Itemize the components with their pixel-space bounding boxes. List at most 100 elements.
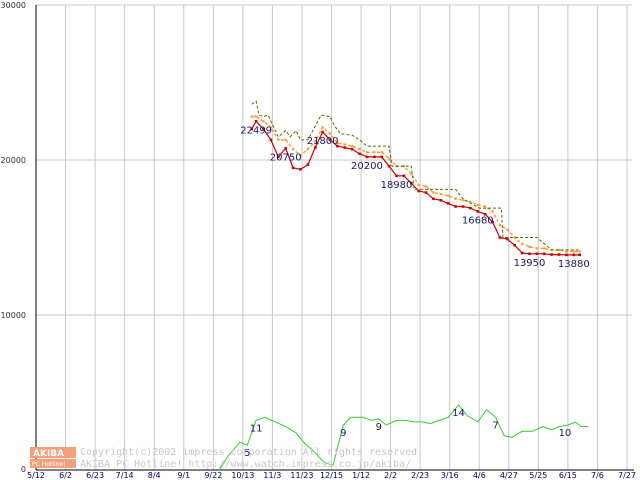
series-point <box>491 220 494 224</box>
series-point <box>250 115 253 118</box>
x-tick-label: 4/27 <box>500 471 518 480</box>
series-point <box>410 172 413 176</box>
x-tick-label: 7/27 <box>618 471 636 480</box>
x-tick-label: 12/15 <box>320 471 343 480</box>
y-tick-label: 0 <box>21 465 26 474</box>
series-point <box>388 157 391 160</box>
series-point <box>439 199 443 202</box>
series-point <box>299 168 302 171</box>
x-tick-label: 8/4 <box>148 471 161 480</box>
series-point <box>314 140 317 143</box>
series-point <box>535 252 539 256</box>
logo-box-bottom <box>30 459 76 468</box>
series-point <box>254 119 258 123</box>
watermark: AKIBA PC Hotline! Copyright(c)2002 impre… <box>30 447 423 470</box>
series-point <box>461 199 465 202</box>
series-point <box>565 250 568 253</box>
series-point <box>506 237 509 241</box>
series-point <box>578 250 581 253</box>
count-label: 11 <box>250 423 263 434</box>
series-point <box>365 151 369 154</box>
series-point <box>469 200 472 203</box>
series-point <box>557 248 561 251</box>
price-label: 16680 <box>462 215 494 226</box>
series-line-avg-price <box>251 115 580 253</box>
y-tick-label: 10000 <box>1 311 26 320</box>
y-tick-label: 30000 <box>1 1 26 10</box>
series-point <box>543 247 546 250</box>
series-point <box>424 185 428 188</box>
series-point <box>483 212 487 216</box>
series-point <box>336 144 339 148</box>
series-point <box>328 132 332 135</box>
series-group <box>218 100 589 471</box>
series-point <box>469 206 472 210</box>
series-point <box>513 243 517 247</box>
series-point <box>432 191 435 194</box>
series-point <box>299 154 302 157</box>
x-tick-label: 6/2 <box>59 471 72 480</box>
price-label: 13880 <box>558 259 590 270</box>
series-point <box>328 138 332 142</box>
series-point <box>358 152 361 156</box>
x-tick-label: 5/12 <box>27 471 45 480</box>
series-point <box>306 148 309 151</box>
series-point <box>373 155 376 159</box>
x-tick-label: 7/6 <box>591 471 604 480</box>
x-tick-label: 3/16 <box>441 471 459 480</box>
series-point <box>446 202 450 205</box>
series-point <box>572 250 575 253</box>
series-point <box>277 155 280 159</box>
series-point <box>572 253 576 257</box>
x-tick-label: 9/1 <box>177 471 190 480</box>
series-point <box>520 242 524 245</box>
y-tick-label: 20000 <box>1 156 26 165</box>
series-line-shop-count <box>218 404 589 471</box>
series-line-max-price <box>251 100 580 251</box>
series-point <box>395 174 398 178</box>
series-point <box>520 251 524 255</box>
copyright-line: Copyright(c)2002 impress corporation All… <box>80 447 423 458</box>
series-point <box>513 236 516 239</box>
series-point <box>454 197 457 200</box>
price-label: 18980 <box>381 180 413 191</box>
series-point <box>336 141 339 145</box>
x-tick-label: 9/22 <box>204 471 222 480</box>
series-point <box>498 236 502 239</box>
series-point <box>250 127 254 131</box>
count-label: 9 <box>340 428 346 439</box>
series-point <box>373 151 376 154</box>
series-point <box>321 126 324 129</box>
x-tick-label: 2/2 <box>384 471 397 480</box>
series-point <box>461 205 465 208</box>
series-point <box>542 252 546 256</box>
series-point <box>432 197 435 201</box>
series-point <box>262 127 265 131</box>
series-point <box>557 253 561 256</box>
series-point <box>528 252 531 256</box>
axes <box>35 5 634 471</box>
count-label: 10 <box>559 428 572 439</box>
x-tick-label: 6/15 <box>559 471 577 480</box>
price-label: 13950 <box>514 258 546 269</box>
series-point <box>306 163 310 166</box>
x-tick-labels: 5/12 6/2 6/23 7/14 8/4 9/1 9/22 10/13 11/3 11/23 1… <box>27 471 636 480</box>
series-point <box>528 245 531 248</box>
series-point <box>535 247 538 250</box>
series-point <box>402 174 406 178</box>
x-tick-label: 7/14 <box>116 471 134 480</box>
series-point <box>269 126 273 129</box>
series-point <box>439 193 442 196</box>
series-point <box>255 115 258 118</box>
x-tick-label: 1/12 <box>352 471 370 480</box>
series-point <box>291 166 295 170</box>
price-label: 21800 <box>307 136 339 147</box>
series-point <box>506 228 509 231</box>
series-point <box>417 183 420 186</box>
x-tick-label: 2/23 <box>411 471 429 480</box>
x-tick-label: 10/13 <box>231 471 254 480</box>
logo-bottom-text: PC Hotline! <box>32 461 65 468</box>
akiba-logo: AKIBA PC Hotline! <box>30 447 76 468</box>
